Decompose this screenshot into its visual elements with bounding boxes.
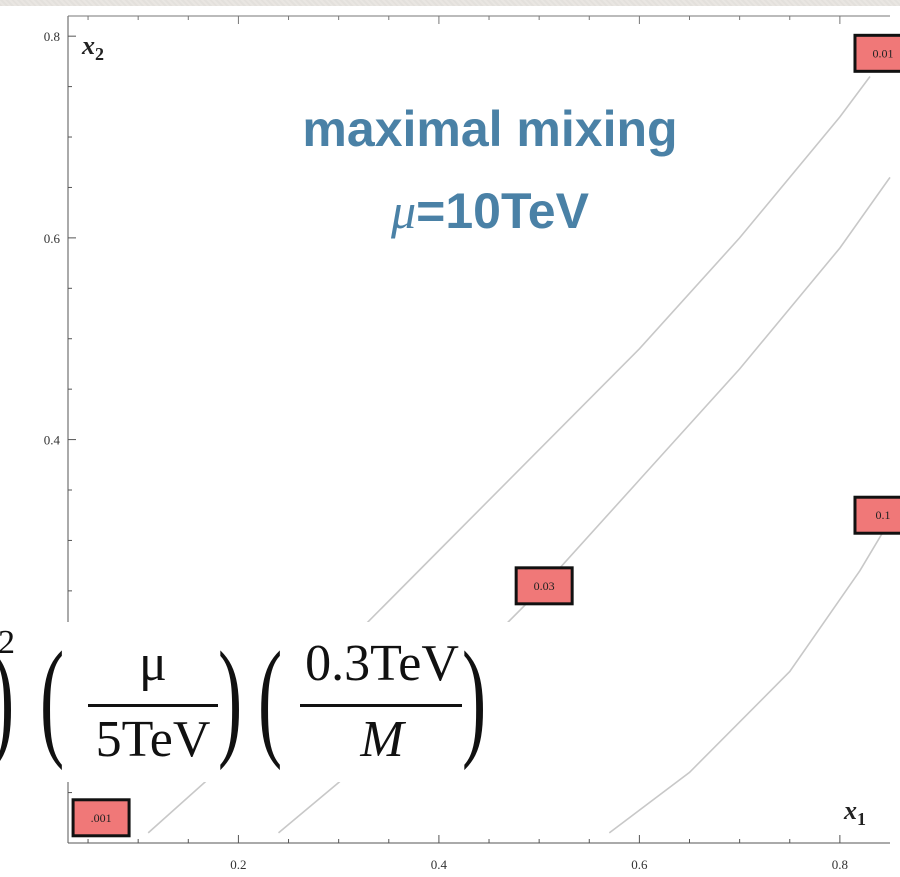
y-tick-label: 0.6 [44, 231, 61, 246]
contour-label-box [853, 33, 900, 73]
axes: 0.2 0.4 0.6 0.8 0.4 0.6 0.8 x2 x1 [44, 15, 890, 872]
contour-line-0p1 [608, 519, 891, 834]
chart-title-line-1: maximal mixing [302, 101, 678, 157]
chart-title-line-2-rest: =10TeV [416, 183, 589, 239]
formula-paren-close-2: ) [218, 624, 243, 771]
x-axis-title-subscript: 1 [857, 809, 866, 829]
formula-paren-close-1: ) [0, 632, 14, 764]
contour-label-box [853, 495, 900, 535]
formula-frac1-bar [88, 704, 218, 707]
x-tick-label: 0.8 [832, 857, 848, 872]
contour-label-text: 0.01 [872, 46, 893, 60]
formula-frac1-denominator: 5TeV [95, 711, 211, 768]
x-tick-label: 0.2 [230, 857, 246, 872]
contour-chart: 0.2 0.4 0.6 0.8 0.4 0.6 0.8 x2 x1 0.01 0.1 0.03 .00… [44, 15, 900, 872]
formula-paren-open-2: ( [40, 624, 65, 771]
contour-label-box [71, 798, 131, 838]
x-tick-label: 0.6 [631, 857, 648, 872]
contour-label-text: 0.1 [875, 508, 890, 522]
x-axis-title: x1 [843, 796, 866, 829]
contour-labels: 0.01 0.1 0.03 .001 [71, 33, 900, 838]
contour-label-box [514, 566, 574, 606]
formula-frac2-numerator: 0.3TeV [305, 635, 459, 692]
contour-label-text: .001 [91, 811, 112, 825]
y-axis-title: x2 [81, 31, 104, 64]
formula-frac1-numerator: μ [139, 635, 167, 692]
formula-frac2-denominator: M [360, 711, 404, 768]
chart-title-line-2: μ=10TeV [40, 182, 900, 240]
formula-leading-exponent: 2 [0, 624, 15, 661]
formula-overlay: 2 ) ( μ 5TeV ) ( 0.3TeV M ) [0, 622, 620, 782]
formula-paren-close-3: ) [462, 624, 487, 771]
mu-symbol: μ [391, 183, 417, 239]
formula-paren-open-3: ( [258, 624, 283, 771]
formula-frac2-bar [300, 704, 462, 707]
y-axis-title-subscript: 2 [95, 44, 104, 64]
x-tick-label: 0.4 [431, 857, 448, 872]
contour-label-text: 0.03 [534, 579, 555, 593]
y-tick-label: 0.8 [44, 29, 60, 44]
y-tick-label: 0.4 [44, 433, 61, 448]
